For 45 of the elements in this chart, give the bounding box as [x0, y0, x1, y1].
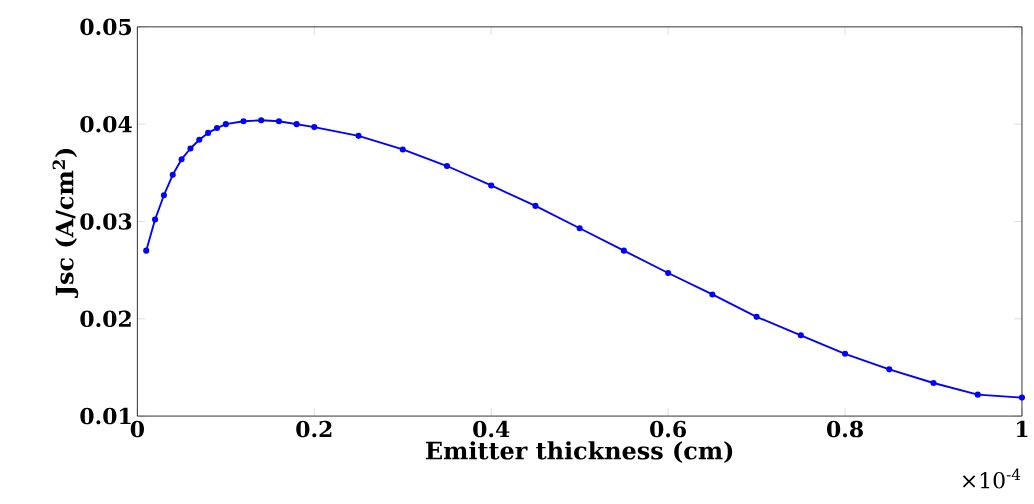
point — [160, 192, 167, 199]
point — [886, 366, 893, 373]
point — [665, 270, 672, 277]
x-axis-title: Emitter thickness (cm) — [426, 441, 733, 464]
point — [143, 247, 150, 254]
x-tick-label: 0.4 — [473, 420, 510, 438]
point — [213, 125, 221, 132]
y-axis-title: Jsc (A/cm$^{2}$) — [52, 149, 79, 299]
x-tick-label: 0.2 — [296, 420, 332, 438]
point — [532, 203, 539, 210]
point — [1018, 394, 1026, 401]
point — [169, 171, 176, 178]
text: ×10$^{-4}$ — [962, 468, 1021, 489]
point — [258, 117, 265, 124]
point — [399, 146, 406, 153]
point — [240, 118, 247, 125]
x-tick-label: 0.8 — [827, 420, 863, 438]
point — [275, 118, 282, 125]
point — [205, 130, 212, 137]
point — [797, 332, 804, 339]
point — [222, 121, 229, 128]
point — [709, 291, 716, 298]
x-tick-label: 1 — [1017, 420, 1028, 438]
point — [196, 136, 203, 143]
y-tick-label: 0.02 — [80, 310, 131, 328]
point — [293, 121, 300, 128]
point — [620, 247, 627, 254]
point — [178, 156, 185, 163]
point — [187, 145, 194, 152]
point — [355, 132, 362, 140]
x-tick-label: 0.6 — [650, 420, 686, 438]
y-tick-label: 0.01 — [80, 407, 131, 425]
point — [443, 163, 451, 170]
y-tick-label: 0.05 — [80, 18, 132, 36]
point — [576, 225, 583, 232]
point — [930, 380, 937, 387]
x-tick-label: 0 — [130, 420, 144, 438]
point — [841, 350, 849, 358]
point — [152, 216, 159, 223]
point — [311, 124, 318, 131]
point — [488, 182, 495, 189]
y-tick-label: 0.03 — [80, 213, 132, 230]
y-tick-label: 0.04 — [80, 116, 132, 133]
point — [753, 313, 760, 321]
point — [974, 391, 981, 398]
